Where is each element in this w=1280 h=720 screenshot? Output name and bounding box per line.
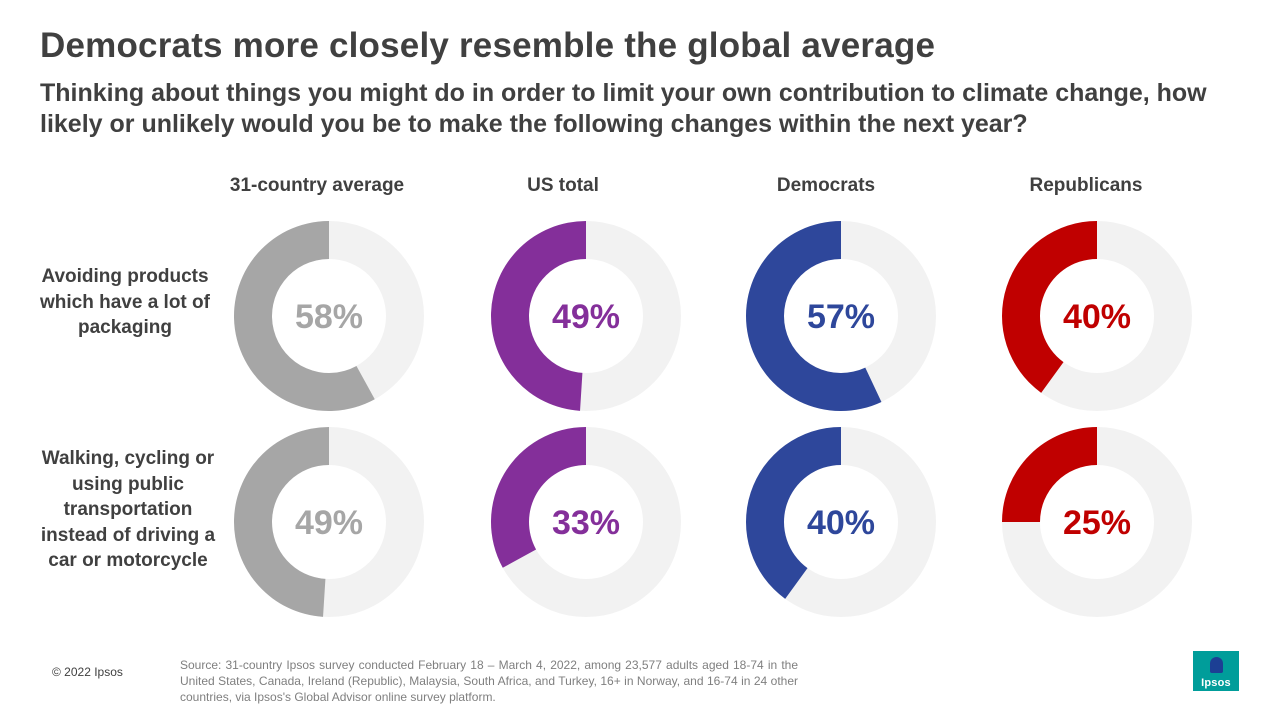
column-header-democrats: Democrats (776, 175, 876, 196)
donut-packaging-republicans-slice (1001, 221, 1097, 393)
donut-transport-democrats-label: 40% (807, 504, 875, 542)
donut-packaging-us-total-label: 49% (552, 298, 620, 336)
column-header-31-country-average: 31-country average (229, 175, 405, 196)
donut-packaging-democrats-slice (746, 221, 882, 411)
row-label-packaging: Avoiding products which have a lot of pa… (40, 266, 210, 338)
donut-packaging-31-country-average-slice (234, 221, 375, 412)
ipsos-logo: Ipsos (1193, 651, 1239, 691)
donut-packaging-democrats-label: 57% (807, 298, 875, 336)
page-subtitle: Thinking about things you might do in or… (40, 79, 1207, 138)
donut-transport-31-country-average-label: 49% (295, 504, 363, 542)
donut-transport-31-country-average-slice (233, 427, 329, 617)
donut-transport-democrats-slice (746, 427, 841, 599)
logo-mark-icon (1210, 657, 1223, 673)
donut-packaging-31-country-average-label: 58% (295, 298, 363, 336)
donut-transport-us-total-label: 33% (552, 504, 620, 542)
copyright-notice: © 2022 Ipsos (52, 665, 123, 679)
donut-transport-republicans-label: 25% (1063, 504, 1131, 542)
donut-packaging-republicans-label: 40% (1063, 298, 1131, 336)
donut-packaging-us-total-slice (490, 221, 586, 411)
row-label-transport: Walking, cycling or using public transpo… (40, 448, 216, 571)
column-header-republicans: Republicans (1029, 175, 1143, 196)
column-header-us-total: US total (527, 175, 599, 196)
donut-transport-republicans-slice (1002, 427, 1097, 522)
source-note: Source: 31-country Ipsos survey conducte… (180, 658, 798, 704)
logo-text: Ipsos (1201, 677, 1231, 689)
page-title: Democrats more closely resemble the glob… (40, 26, 936, 65)
donut-transport-us-total-slice (490, 427, 586, 568)
